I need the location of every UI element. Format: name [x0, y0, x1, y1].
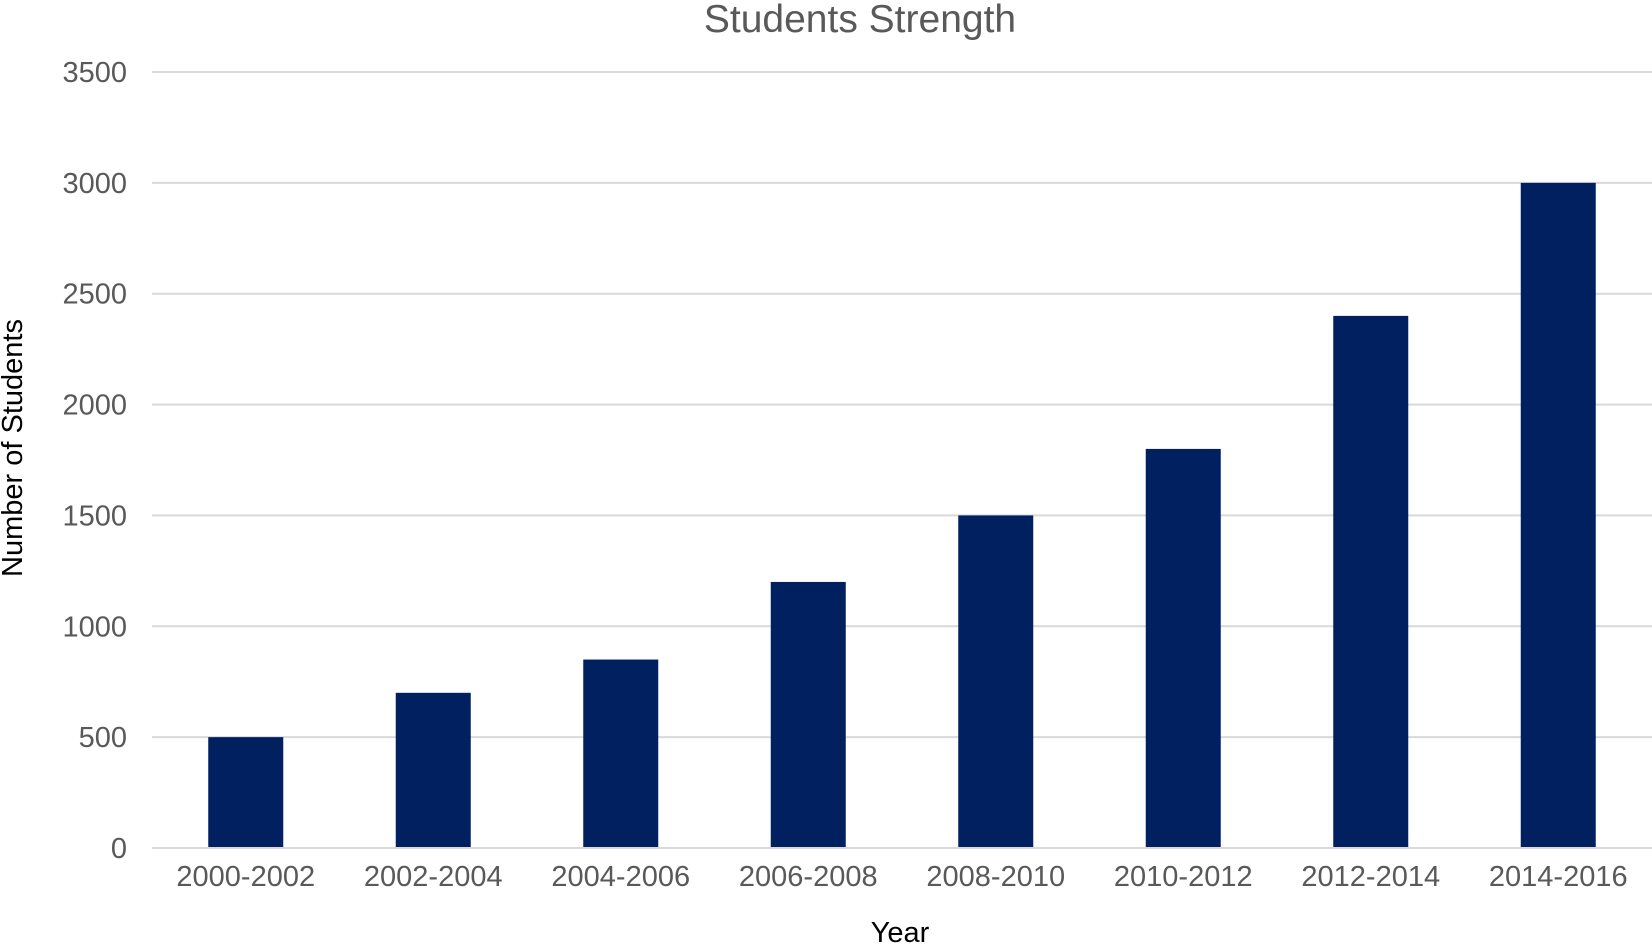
x-tick-label: 2014-2016	[1489, 861, 1628, 893]
x-tick-label: 2002-2004	[364, 861, 503, 893]
y-tick-label: 500	[79, 722, 127, 754]
bar-2014-2016	[1520, 182, 1596, 848]
y-tick-label: 3500	[62, 57, 127, 89]
y-axis-label: Number of Students	[0, 319, 29, 577]
bars	[208, 182, 1596, 848]
bar-2000-2002	[208, 737, 284, 848]
y-tick-label: 3000	[62, 168, 127, 200]
y-axis-ticks: 0 500 1000 1500 2000 2500 3000 3500	[62, 57, 127, 865]
bar-2008-2010	[958, 515, 1034, 848]
x-tick-label: 2010-2012	[1114, 861, 1253, 893]
x-tick-label: 2004-2006	[551, 861, 690, 893]
x-tick-label: 2012-2014	[1301, 861, 1440, 893]
x-tick-label: 2008-2010	[926, 861, 1065, 893]
y-tick-label: 0	[111, 833, 127, 865]
y-tick-label: 2500	[62, 279, 127, 311]
x-tick-label: 2000-2002	[176, 861, 315, 893]
bar-2004-2006	[583, 659, 659, 848]
y-tick-label: 2000	[62, 390, 127, 422]
x-tick-label: 2006-2008	[739, 861, 878, 893]
gridlines	[152, 71, 1652, 739]
bar-2010-2012	[1145, 448, 1221, 848]
x-axis-label: Year	[871, 917, 930, 944]
bar-2006-2008	[770, 581, 846, 848]
bar-2012-2014	[1333, 315, 1409, 848]
x-axis-ticks: 2000-2002 2002-2004 2004-2006 2006-2008 2008…	[176, 861, 1627, 893]
bar-2002-2004	[395, 692, 471, 848]
y-tick-label: 1000	[62, 611, 127, 643]
chart-title: Students Strength	[704, 0, 1016, 41]
y-tick-label: 1500	[62, 500, 127, 532]
